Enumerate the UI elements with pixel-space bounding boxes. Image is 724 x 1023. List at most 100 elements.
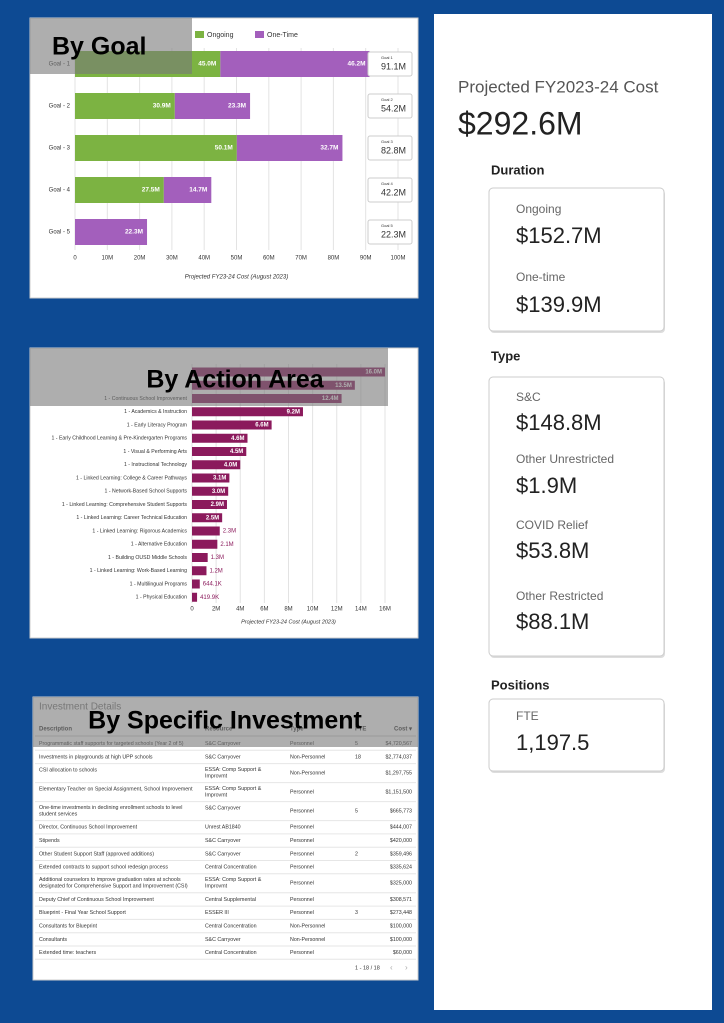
next-page[interactable]: › xyxy=(405,963,408,972)
metric-value: $152.7M xyxy=(516,223,602,248)
bar-segment xyxy=(174,93,251,119)
bar xyxy=(192,500,227,509)
prev-page[interactable]: ‹ xyxy=(390,963,393,972)
data-label: 46.2M xyxy=(347,61,365,68)
table-cell: S&C Carryover xyxy=(205,754,241,760)
x-axis-label: Projected FY23-24 Cost (August 2023) xyxy=(185,275,288,281)
data-label: 2.3M xyxy=(223,529,236,535)
table-cell: 5 xyxy=(355,809,358,815)
total-label: Goal 5 xyxy=(381,223,394,228)
table-cell: Personnel xyxy=(290,897,314,903)
table-cell: Consultants for Blueprint xyxy=(39,923,98,929)
y-tick-label: 1 - Early Childhood Learning & Pre-Kinde… xyxy=(51,436,187,442)
table-cell: One-time investments in declining enroll… xyxy=(39,805,182,818)
x-tick-label: 60M xyxy=(263,256,275,262)
table-cell: Non-Personnel xyxy=(290,771,325,777)
table-cell: S&C Carryover xyxy=(205,805,241,811)
x-tick-label: 2M xyxy=(212,607,220,613)
table-cell: 2 xyxy=(355,851,358,857)
y-tick-label: 1 - Network-Based School Supports xyxy=(105,489,188,495)
metric-label: One-time xyxy=(516,270,566,284)
table-cell: S&C Carryover xyxy=(205,851,241,857)
bar-segment xyxy=(75,219,148,245)
legend-swatch xyxy=(255,31,264,38)
total-value: 54.2M xyxy=(381,103,406,113)
x-tick-label: 30M xyxy=(166,256,178,262)
data-label: 4.5M xyxy=(230,449,243,455)
table-cell: Central Concentration xyxy=(205,923,257,929)
data-label: 14.7M xyxy=(189,187,207,194)
table-cell: Personnel xyxy=(290,790,314,796)
table-cell: Personnel xyxy=(290,950,314,956)
metric-value: $53.8M xyxy=(516,538,589,563)
x-axis-label: Projected FY23-24 Cost (August 2023) xyxy=(241,619,336,625)
pagination: 1 - 18 / 18 xyxy=(355,965,380,971)
bar xyxy=(192,513,223,523)
y-tick-label: 1 - Multilingual Programs xyxy=(130,581,188,587)
data-label: 27.5M xyxy=(142,187,160,194)
bar xyxy=(192,447,247,456)
y-tick-label: 1 - Physical Education xyxy=(136,595,187,601)
x-tick-label: 50M xyxy=(231,256,243,262)
bar xyxy=(192,486,229,496)
table-cell: $60,000 xyxy=(393,950,412,956)
table-cell: ESSA: Comp Support & Improvmt xyxy=(205,877,262,890)
data-label: 32.7M xyxy=(320,145,338,152)
x-tick-label: 20M xyxy=(134,256,146,262)
legend-label: Ongoing xyxy=(207,32,234,39)
table-cell: Director, Continuous School Improvement xyxy=(39,825,138,831)
section-title: Positions xyxy=(491,677,550,692)
total-label: Goal 4 xyxy=(381,181,394,186)
data-label: 419.9K xyxy=(200,595,219,601)
card xyxy=(488,376,665,657)
bar-segment xyxy=(236,135,343,161)
table-cell: Personnel xyxy=(290,838,314,844)
data-label: 22.3M xyxy=(125,229,143,236)
bar-segment xyxy=(75,135,237,161)
y-tick-label: 1 - Visual & Performing Arts xyxy=(123,449,187,455)
metric-label: Other Restricted xyxy=(516,589,603,603)
table-cell: $273,448 xyxy=(390,910,412,916)
x-tick-label: 16M xyxy=(379,607,391,613)
table-cell: 3 xyxy=(355,910,358,916)
data-label: 1.3M xyxy=(211,555,224,561)
bar xyxy=(192,566,207,576)
bar-segment xyxy=(220,51,370,77)
table-cell: Central Concentration xyxy=(205,950,257,956)
x-tick-label: 12M xyxy=(331,607,343,613)
y-tick-label: 1 - Linked Learning: Work-Based Learning xyxy=(90,568,187,574)
table-cell: CSI allocation to schools xyxy=(39,767,97,773)
x-tick-label: 0 xyxy=(73,256,77,262)
table-cell: Non-Personnel xyxy=(290,937,325,943)
x-tick-label: 8M xyxy=(284,607,292,613)
table-cell: ESSA: Comp Support & Improvmt xyxy=(205,786,262,799)
table-cell: $359,496 xyxy=(390,851,412,857)
metric-value: $148.8M xyxy=(516,410,602,435)
section-title: Duration xyxy=(491,162,545,177)
metric-label: S&C xyxy=(516,390,541,404)
y-tick-label: 1 - Linked Learning: Career Technical Ed… xyxy=(76,515,187,521)
table-cell: $325,000 xyxy=(390,881,412,887)
bar xyxy=(192,473,230,483)
bar-segment xyxy=(163,177,212,203)
table-cell: $420,000 xyxy=(390,838,412,844)
y-tick-label: Goal - 4 xyxy=(49,188,71,194)
table-cell: Consultants xyxy=(39,937,67,943)
table-cell: Personnel xyxy=(290,910,314,916)
total-box xyxy=(367,51,413,77)
x-tick-label: 100M xyxy=(390,256,405,262)
legend-label: One-Time xyxy=(267,32,298,39)
table-cell: ESSER III xyxy=(205,910,229,916)
metric-label: Other Unrestricted xyxy=(516,452,614,466)
total-box xyxy=(367,93,413,119)
table-cell: Additional counselors to improve graduat… xyxy=(39,877,188,890)
x-tick-label: 0 xyxy=(190,607,194,613)
data-label: 4.0M xyxy=(224,462,237,468)
bar xyxy=(192,526,220,536)
table-cell: Personnel xyxy=(290,825,314,831)
summary-total: $292.6M xyxy=(458,105,583,141)
table-cell: $308,571 xyxy=(390,897,412,903)
overlay xyxy=(30,18,192,74)
table-cell: Deputy Chief of Continuous School Improv… xyxy=(39,897,154,903)
